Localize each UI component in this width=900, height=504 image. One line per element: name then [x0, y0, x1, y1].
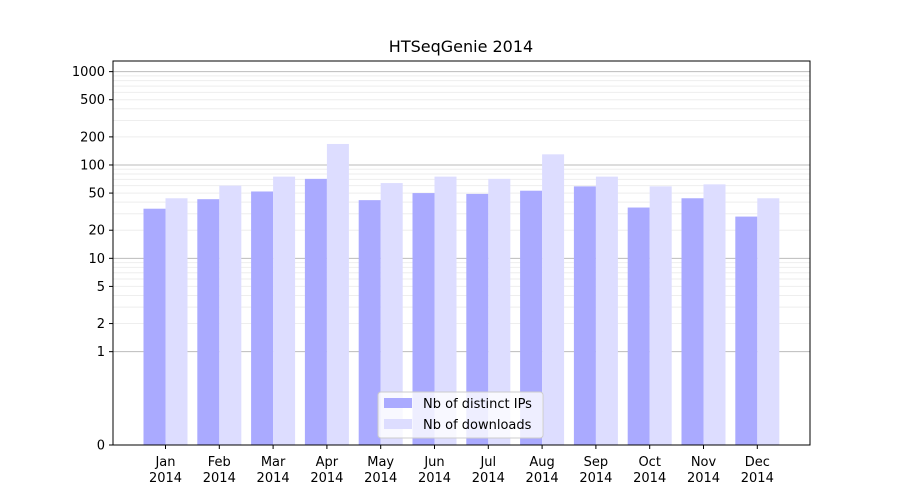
x-tick-label: May 2014	[364, 455, 397, 486]
legend-label: Nb of distinct IPs	[423, 397, 532, 412]
x-tick-label: Dec 2014	[741, 455, 774, 486]
bar-downloads	[595, 176, 618, 445]
y-tick-label: 200	[80, 130, 105, 145]
bar-distinct-ips	[681, 198, 704, 445]
chart-title: HTSeqGenie 2014	[389, 37, 533, 56]
plot-frame	[112, 60, 811, 446]
bar-downloads	[703, 184, 726, 445]
y-tick-label: 0	[97, 439, 105, 454]
x-tick-label: Nov 2014	[687, 455, 720, 486]
bar-downloads	[380, 183, 403, 446]
x-tick-label: Feb 2014	[203, 455, 236, 486]
bar-downloads	[542, 154, 565, 445]
legend: Nb of distinct IPs Nb of downloads	[377, 391, 544, 439]
y-tick-label: 20	[88, 224, 105, 239]
bar-distinct-ips	[251, 191, 274, 445]
bar-distinct-ips	[143, 208, 166, 445]
bar-downloads	[488, 178, 511, 445]
bar-downloads	[219, 185, 242, 445]
y-tick-label: 1000	[72, 65, 105, 80]
y-tick-label: 100	[80, 158, 105, 173]
x-axis: Jan 2014 Feb 2014 Mar 2014 Apr 2014 May 2014 Jun 20…	[149, 445, 774, 486]
bar-distinct-ips	[304, 178, 327, 445]
legend-box	[377, 391, 544, 439]
bar-downloads	[326, 143, 349, 445]
legend-swatch	[384, 419, 412, 429]
x-tick-label: Jul 2014	[472, 455, 505, 486]
legend-label: Nb of downloads	[423, 418, 532, 433]
bar-distinct-ips	[627, 207, 650, 445]
x-tick-label: Apr 2014	[310, 455, 343, 486]
bar-distinct-ips	[573, 186, 596, 445]
bars	[143, 143, 780, 446]
bar-distinct-ips	[358, 200, 381, 445]
y-tick-label: 50	[88, 187, 105, 202]
bar-downloads	[649, 186, 672, 445]
bar-downloads	[757, 198, 780, 445]
bar-downloads	[273, 176, 296, 445]
bar-distinct-ips	[197, 199, 220, 445]
bar-downloads	[434, 176, 457, 445]
y-tick-label: 10	[88, 252, 105, 267]
x-tick-label: Jun 2014	[418, 455, 451, 486]
x-tick-label: Jan 2014	[149, 455, 182, 486]
y-tick-label: 2	[97, 317, 105, 332]
x-tick-label: Aug 2014	[526, 455, 559, 486]
bar-distinct-ips	[735, 216, 758, 445]
x-tick-label: Mar 2014	[257, 455, 290, 486]
legend-swatch	[384, 398, 412, 408]
bar-distinct-ips	[520, 190, 543, 445]
y-tick-label: 5	[97, 280, 105, 295]
x-tick-label: Sep 2014	[579, 455, 612, 486]
bar-downloads	[165, 198, 188, 445]
x-tick-label: Oct 2014	[633, 455, 666, 486]
bar-distinct-ips	[412, 193, 435, 445]
y-axis: 0 1 2 5 10 20 50 100 200 500 1000	[72, 65, 113, 454]
y-tick-label: 1	[97, 345, 105, 360]
y-tick-label: 500	[80, 93, 105, 108]
bar-distinct-ips	[466, 193, 489, 445]
